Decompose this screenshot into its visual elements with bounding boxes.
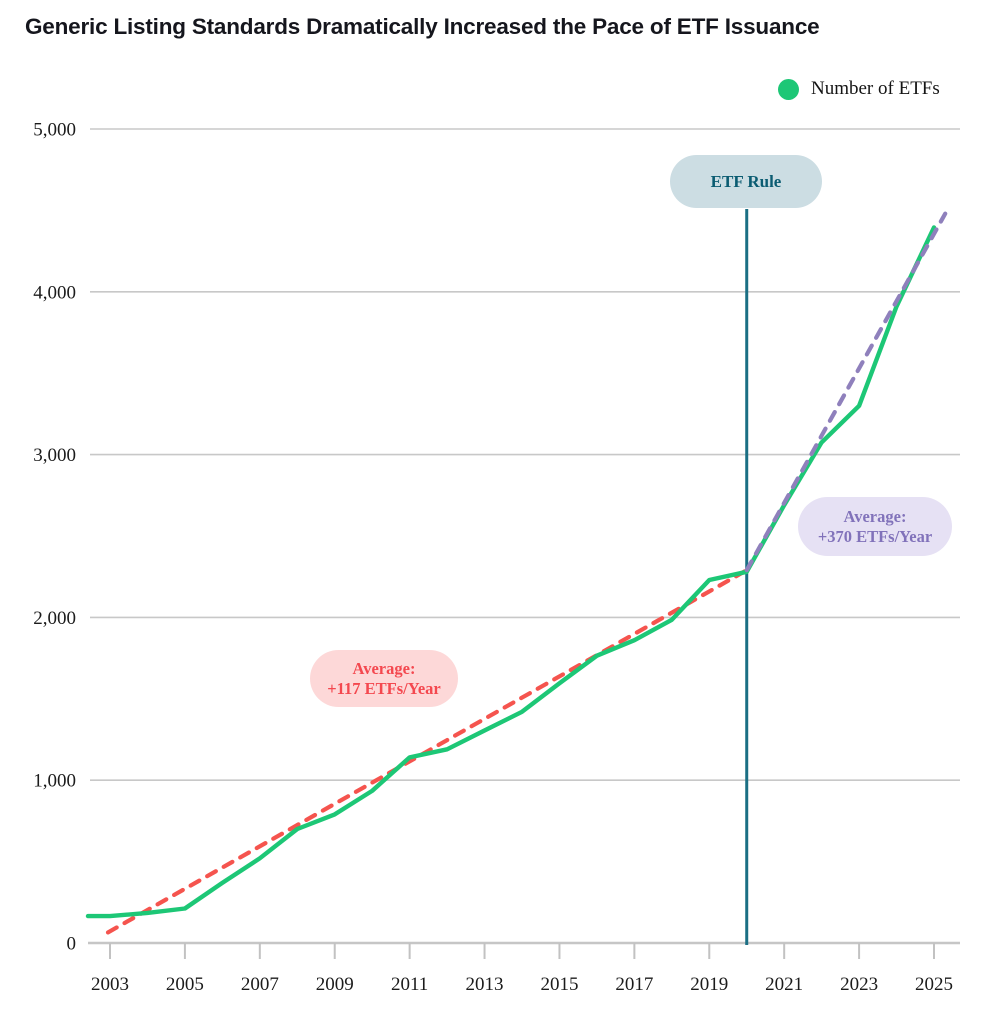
x-axis-label-2007: 2007 bbox=[241, 974, 279, 995]
legend-series-dot-icon bbox=[778, 78, 799, 100]
x-axis-label-2013: 2013 bbox=[466, 974, 504, 995]
x-axis-label-2009: 2009 bbox=[316, 974, 354, 995]
y-axis-label-4000: 4,000 bbox=[33, 282, 76, 303]
y-axis-label-1000: 1,000 bbox=[33, 771, 76, 792]
trend-line-post-rule bbox=[744, 211, 948, 573]
etf-rule-badge-label: ETF Rule bbox=[710, 171, 782, 191]
y-axis-label-2000: 2,000 bbox=[33, 608, 76, 629]
number-of-etfs-line bbox=[85, 225, 937, 919]
legend-series-label: Number of ETFs bbox=[811, 78, 940, 99]
etf-rule-badge: ETF Rule bbox=[670, 155, 822, 208]
pre-rule-average-line1: Average: bbox=[352, 658, 416, 678]
x-axis-label-2025: 2025 bbox=[915, 974, 953, 995]
x-axis-label-2005: 2005 bbox=[166, 974, 204, 995]
x-axis-label-2011: 2011 bbox=[391, 974, 428, 995]
x-axis-label-2019: 2019 bbox=[690, 974, 728, 995]
x-axis-label-2021: 2021 bbox=[765, 974, 803, 995]
x-axis-label-2023: 2023 bbox=[840, 974, 878, 995]
y-axis-label-0: 0 bbox=[67, 934, 77, 955]
y-axis-label-3000: 3,000 bbox=[33, 445, 76, 466]
x-axis-label-2015: 2015 bbox=[540, 974, 578, 995]
x-axis-label-2017: 2017 bbox=[615, 974, 653, 995]
post-rule-average-line1: Average: bbox=[843, 506, 907, 526]
page-title: Generic Listing Standards Dramatically I… bbox=[25, 14, 820, 39]
post-rule-average-badge: Average: +370 ETFs/Year bbox=[798, 497, 952, 556]
pre-rule-average-badge: Average: +117 ETFs/Year bbox=[310, 650, 458, 707]
post-rule-average-line2: +370 ETFs/Year bbox=[817, 526, 933, 546]
legend: Number of ETFs bbox=[778, 78, 940, 100]
x-axis-label-2003: 2003 bbox=[91, 974, 129, 995]
trend-line-pre-rule bbox=[105, 568, 749, 935]
y-axis-label-5000: 5,000 bbox=[33, 120, 76, 141]
pre-rule-average-line2: +117 ETFs/Year bbox=[327, 678, 441, 698]
